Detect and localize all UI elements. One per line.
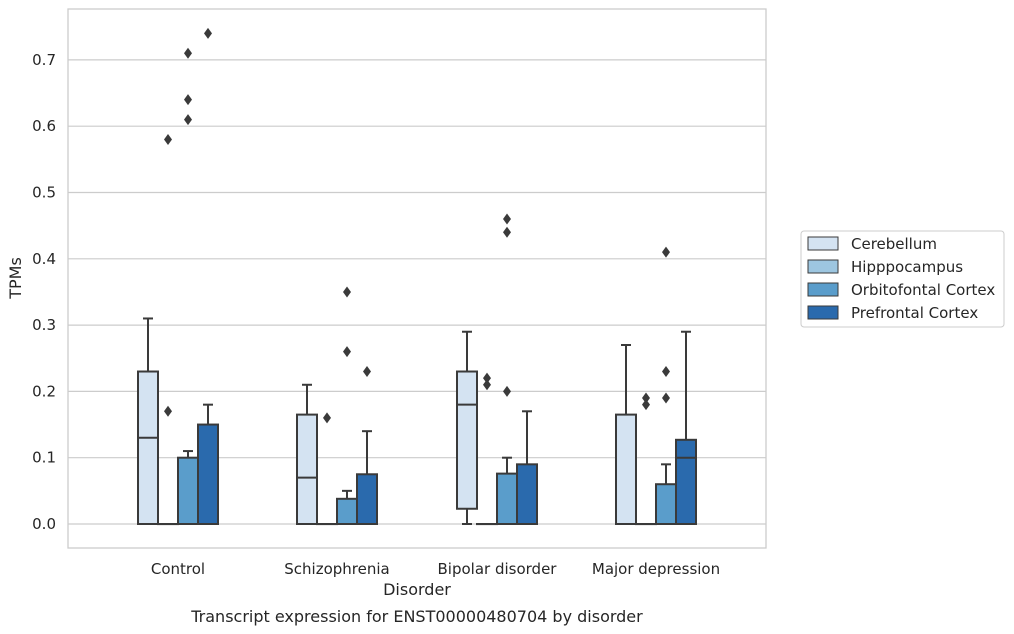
outlier-point xyxy=(483,372,491,384)
legend-swatch xyxy=(807,236,839,251)
outlier-point xyxy=(164,405,172,417)
x-axis-title: Disorder xyxy=(383,580,451,599)
box-element xyxy=(675,330,697,526)
series-prefrontal-cortex xyxy=(197,27,697,526)
plot-frame xyxy=(67,8,767,549)
box-body xyxy=(675,438,697,526)
legend-label: Cerebellum xyxy=(851,235,937,253)
outlier-point xyxy=(642,392,650,404)
box-element xyxy=(635,392,657,526)
outlier-point xyxy=(503,385,511,397)
box-element xyxy=(197,27,219,525)
box-body xyxy=(615,413,637,526)
outlier-point xyxy=(483,379,491,391)
legend-frame xyxy=(800,230,1005,328)
box-element xyxy=(496,213,518,525)
y-axis-title: TPMs xyxy=(6,257,25,300)
chart-caption: Transcript expression for ENST0000048070… xyxy=(190,607,643,626)
legend-label: Hipppocampus xyxy=(851,258,963,276)
y-tick-label: 0.4 xyxy=(32,250,56,268)
box-body xyxy=(137,370,159,526)
outlier-point xyxy=(503,226,511,238)
box-element xyxy=(615,343,637,526)
outlier-point xyxy=(164,133,172,145)
box-element xyxy=(456,330,478,525)
box-body xyxy=(496,472,518,525)
legend-swatch xyxy=(807,305,839,320)
box-body xyxy=(655,483,677,525)
box-element xyxy=(516,410,538,525)
y-tick-labels: 0.0 0.1 0.2 0.3 0.4 0.5 0.6 0.7 xyxy=(32,51,56,533)
y-tick-label: 0.3 xyxy=(32,316,56,334)
box-element xyxy=(296,383,318,526)
box-element xyxy=(356,366,378,525)
outlier-point xyxy=(363,366,371,378)
outlier-point xyxy=(184,94,192,106)
outlier-point xyxy=(662,366,670,378)
y-tick-label: 0.2 xyxy=(32,382,56,400)
y-tick-label: 0.7 xyxy=(32,51,56,69)
outlier-point xyxy=(184,47,192,59)
outlier-point xyxy=(662,392,670,404)
outlier-point xyxy=(184,114,192,126)
box-body xyxy=(296,413,318,526)
box-element xyxy=(336,286,358,525)
box-body xyxy=(456,370,478,510)
box-groups xyxy=(137,27,697,526)
legend-swatch xyxy=(807,259,839,274)
series-cerebellum xyxy=(137,317,637,526)
y-tick-label: 0.0 xyxy=(32,515,56,533)
outlier-point xyxy=(343,286,351,298)
box-body xyxy=(516,463,538,525)
outlier-point xyxy=(642,399,650,411)
box-body xyxy=(336,497,358,525)
box-body xyxy=(356,473,378,525)
legend-label: Prefrontal Cortex xyxy=(851,304,978,322)
x-tick-labels: Control Schizophrenia Bipolar disorder Majo… xyxy=(151,560,720,578)
plot-background xyxy=(68,9,766,548)
x-tick-label: Control xyxy=(151,560,205,578)
box-body xyxy=(197,423,219,525)
x-tick-label: Major depression xyxy=(592,560,720,578)
y-tick-label: 0.5 xyxy=(32,184,56,202)
outlier-point xyxy=(503,213,511,225)
y-tick-label: 0.6 xyxy=(32,117,56,135)
box-body xyxy=(177,456,199,526)
y-tick-label: 0.1 xyxy=(32,449,56,467)
x-tick-label: Schizophrenia xyxy=(284,560,389,578)
outlier-point xyxy=(323,412,331,424)
outlier-point xyxy=(662,246,670,258)
box-element xyxy=(137,317,159,526)
outlier-point xyxy=(204,27,212,39)
outlier-point xyxy=(343,346,351,358)
x-tick-label: Bipolar disorder xyxy=(438,560,558,578)
legend-swatch xyxy=(807,282,839,297)
legend: Cerebellum Hipppocampus Orbitofontal Corte… xyxy=(800,230,1005,328)
legend-label: Orbitofontal Cortex xyxy=(851,281,995,299)
series-orbitofontal-cortex xyxy=(177,47,677,526)
